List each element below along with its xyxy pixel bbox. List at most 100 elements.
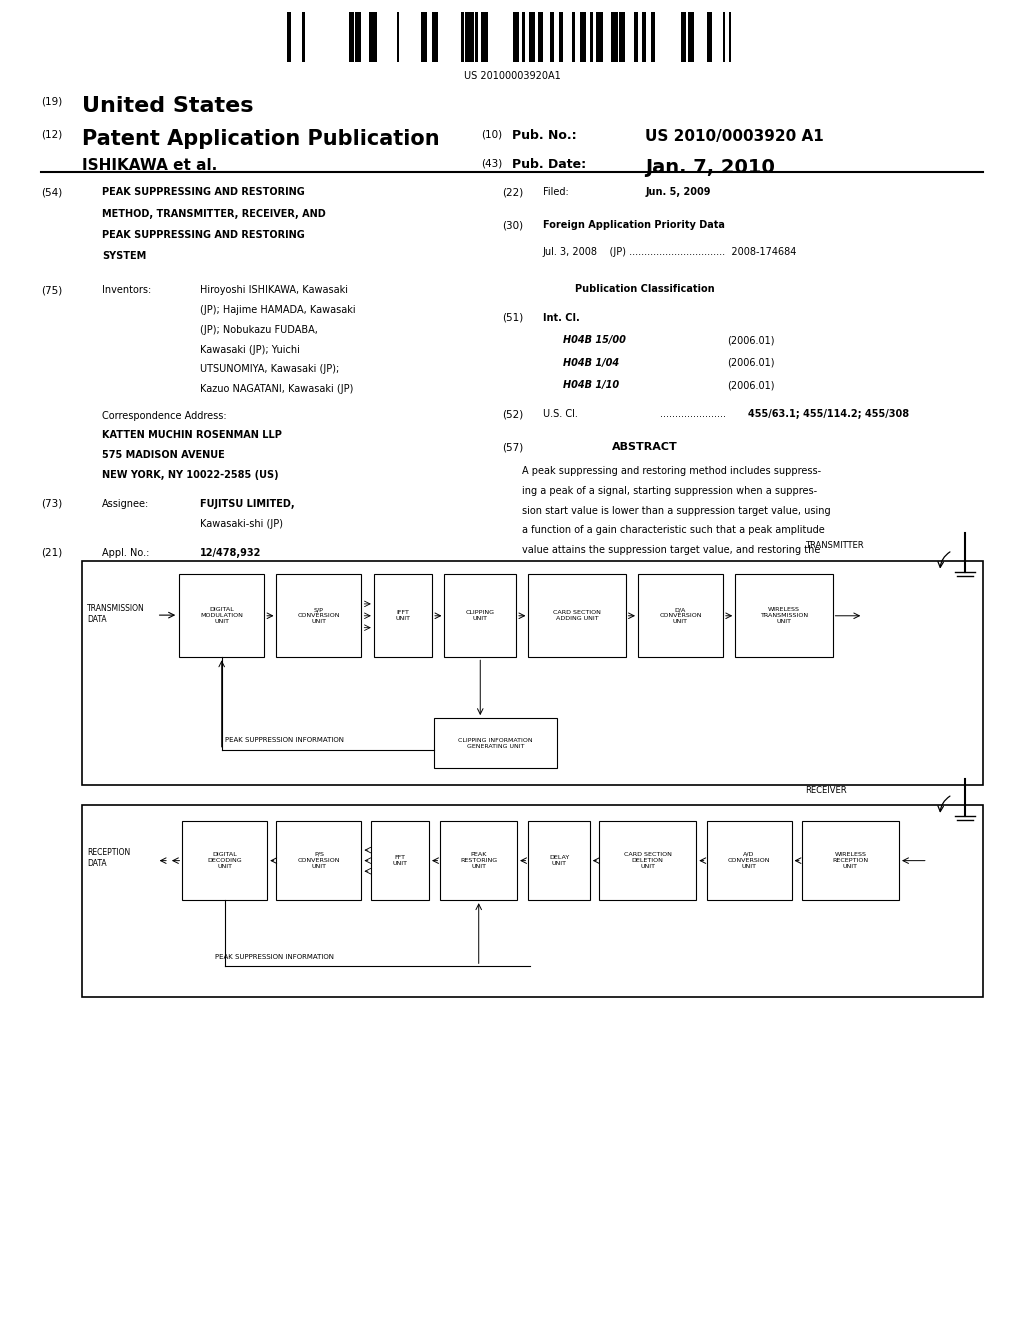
Text: ISHIKAWA et al.: ISHIKAWA et al. [82, 158, 217, 173]
Bar [580, 12, 586, 62]
Bar [599, 821, 696, 900]
Text: Int. Cl.: Int. Cl. [543, 313, 580, 323]
Bar [538, 12, 543, 62]
Text: WIRELESS
RECEPTION
UNIT: WIRELESS RECEPTION UNIT [833, 851, 868, 870]
Bar [421, 12, 427, 62]
Text: CARD SECTION
ADDING UNIT: CARD SECTION ADDING UNIT [553, 610, 601, 622]
Bar [707, 12, 713, 62]
Text: CARD SECTION
DELETION
UNIT: CARD SECTION DELETION UNIT [624, 851, 672, 870]
Bar [513, 12, 519, 62]
Text: IFFT
UNIT: IFFT UNIT [395, 610, 411, 622]
Text: Filed:: Filed: [543, 187, 568, 198]
Text: S/P
CONVERSION
UNIT: S/P CONVERSION UNIT [298, 607, 340, 624]
Text: (52): (52) [502, 409, 523, 420]
Text: PEAK SUPPRESSION INFORMATION: PEAK SUPPRESSION INFORMATION [215, 953, 334, 960]
Bar [597, 12, 603, 62]
Text: RECEPTION
DATA: RECEPTION DATA [87, 849, 130, 867]
Bar [276, 821, 361, 900]
Text: Correspondence Address:: Correspondence Address: [102, 411, 227, 421]
Bar [287, 12, 291, 62]
Text: (22): (22) [502, 187, 523, 198]
Text: ABSTRACT: ABSTRACT [612, 442, 678, 453]
Text: TRANSMISSION
DATA: TRANSMISSION DATA [87, 605, 144, 623]
Bar [559, 12, 562, 62]
Bar [681, 12, 686, 62]
Bar [82, 561, 983, 785]
Text: Kazuo NAGATANI, Kawasaki (JP): Kazuo NAGATANI, Kawasaki (JP) [200, 384, 353, 395]
Text: (54): (54) [41, 187, 62, 198]
Bar [182, 821, 267, 900]
Text: CLIPPING
UNIT: CLIPPING UNIT [466, 610, 495, 622]
Text: METHOD, TRANSMITTER, RECEIVER, AND: METHOD, TRANSMITTER, RECEIVER, AND [102, 209, 327, 219]
Text: PEAK SUPPRESSING AND RESTORING: PEAK SUPPRESSING AND RESTORING [102, 230, 305, 240]
Text: (JP); Hajime HAMADA, Kawasaki: (JP); Hajime HAMADA, Kawasaki [200, 305, 355, 315]
Text: 12/478,932: 12/478,932 [200, 548, 261, 558]
Bar [432, 12, 438, 62]
Bar [642, 12, 646, 62]
Text: (12): (12) [41, 129, 62, 140]
Text: value attains the suppression target value, and restoring the: value attains the suppression target val… [522, 545, 820, 556]
Text: H04B 1/04: H04B 1/04 [563, 358, 620, 368]
Text: 575 MADISON AVENUE: 575 MADISON AVENUE [102, 450, 225, 461]
Text: United States: United States [82, 96, 253, 116]
Bar [481, 12, 488, 62]
Text: Inventors:: Inventors: [102, 285, 152, 296]
Text: PEAK SUPPRESSING AND RESTORING: PEAK SUPPRESSING AND RESTORING [102, 187, 305, 198]
Bar [466, 12, 473, 62]
Text: A peak suppressing and restoring method includes suppress-: A peak suppressing and restoring method … [522, 466, 821, 477]
Text: Pub. Date:: Pub. Date: [512, 158, 586, 172]
Text: CLIPPING INFORMATION
GENERATING UNIT: CLIPPING INFORMATION GENERATING UNIT [459, 738, 532, 748]
Text: Appl. No.:: Appl. No.: [102, 548, 150, 558]
Bar [374, 574, 432, 657]
Bar [475, 12, 477, 62]
Text: (10): (10) [481, 129, 503, 140]
Text: (57): (57) [502, 442, 523, 453]
Text: a function of a gain characteristic such that a peak amplitude: a function of a gain characteristic such… [522, 525, 825, 536]
Text: US 20100003920A1: US 20100003920A1 [464, 71, 560, 82]
Text: (51): (51) [502, 313, 523, 323]
Bar [590, 12, 593, 62]
Text: Kawasaki-shi (JP): Kawasaki-shi (JP) [200, 519, 283, 529]
Text: function of the gain characteristic.: function of the gain characteristic. [522, 585, 691, 595]
Text: DIGITAL
MODULATION
UNIT: DIGITAL MODULATION UNIT [201, 607, 243, 624]
Bar [528, 821, 590, 900]
Bar [349, 12, 353, 62]
Bar [396, 12, 399, 62]
Bar [550, 12, 554, 62]
Bar [735, 574, 833, 657]
Text: ......................: ...................... [660, 409, 726, 420]
Text: TRANSMITTER: TRANSMITTER [805, 541, 863, 550]
Text: H04B 15/00: H04B 15/00 [563, 335, 626, 346]
Text: Assignee:: Assignee: [102, 499, 150, 510]
Text: WIRELESS
TRANSMISSION
UNIT: WIRELESS TRANSMISSION UNIT [760, 607, 808, 624]
Bar [528, 574, 626, 657]
Text: (43): (43) [481, 158, 503, 169]
Bar [444, 574, 516, 657]
Bar [729, 12, 731, 62]
Bar [434, 718, 557, 768]
Text: DELAY
UNIT: DELAY UNIT [549, 855, 569, 866]
Bar [371, 821, 429, 900]
Text: Kawasaki (JP); Yuichi: Kawasaki (JP); Yuichi [200, 345, 300, 355]
Bar [82, 805, 983, 997]
Bar [651, 12, 655, 62]
Text: Publication Classification: Publication Classification [575, 284, 715, 294]
Text: suppressed peak of the signal using an inverse function of the: suppressed peak of the signal using an i… [522, 565, 827, 576]
Text: (21): (21) [41, 548, 62, 558]
Text: Jan. 7, 2010: Jan. 7, 2010 [645, 158, 775, 177]
Bar [611, 12, 618, 62]
Text: PEAK
RESTORING
UNIT: PEAK RESTORING UNIT [460, 851, 498, 870]
Text: (73): (73) [41, 499, 62, 510]
Text: Jul. 3, 2008    (JP) ................................  2008-174684: Jul. 3, 2008 (JP) ......................… [543, 247, 797, 257]
Bar [572, 12, 575, 62]
Text: Jun. 5, 2009: Jun. 5, 2009 [645, 187, 711, 198]
Bar [620, 12, 625, 62]
Text: Patent Application Publication: Patent Application Publication [82, 129, 439, 149]
Bar [440, 821, 517, 900]
Text: NEW YORK, NY 10022-2585 (US): NEW YORK, NY 10022-2585 (US) [102, 470, 279, 480]
Bar [688, 12, 694, 62]
Text: U.S. Cl.: U.S. Cl. [543, 409, 578, 420]
Text: A/D
CONVERSION
UNIT: A/D CONVERSION UNIT [728, 851, 770, 870]
Text: Foreign Application Priority Data: Foreign Application Priority Data [543, 220, 725, 231]
Text: P/S
CONVERSION
UNIT: P/S CONVERSION UNIT [298, 851, 340, 870]
